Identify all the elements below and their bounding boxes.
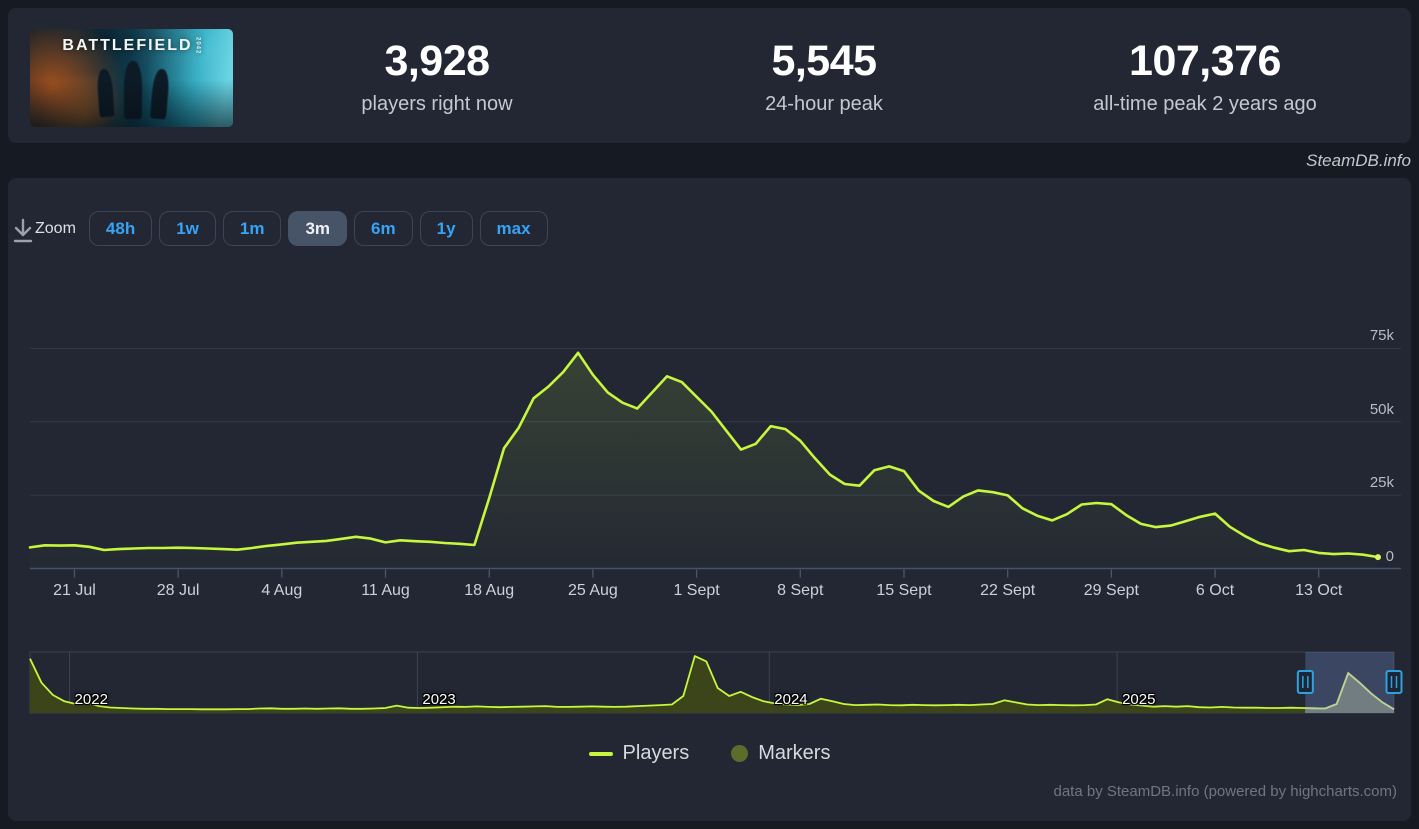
x-axis-label: 18 Aug [464, 582, 515, 599]
player-count-chart [28, 308, 1403, 714]
stat-label: players right now [361, 93, 513, 116]
game-logo-year: 2042 [194, 37, 201, 55]
stat-alltime-peak: 107,376 all-time peak 2 years ago [1025, 37, 1385, 116]
soldier-silhouette [124, 61, 142, 119]
stat-value: 107,376 [1129, 37, 1281, 85]
x-axis-label: 13 Oct [1295, 582, 1343, 599]
zoom-button-1w[interactable]: 1w [159, 211, 216, 246]
soldier-silhouette [149, 68, 171, 120]
x-axis-label: 11 Aug [361, 582, 410, 599]
zoom-toolbar: Zoom 48h 1w 1m 3m 6m 1y max [35, 211, 548, 246]
x-axis-label: 22 Sept [980, 582, 1036, 599]
x-axis-label: 21 Jul [53, 582, 96, 599]
navigator-year-label: 2022 [74, 691, 108, 708]
legend-label: Markers [758, 742, 831, 764]
stat-label: all-time peak 2 years ago [1093, 93, 1317, 116]
zoom-label: Zoom [35, 219, 76, 237]
legend-item-players[interactable]: Players [588, 742, 690, 765]
zoom-button-max[interactable]: max [479, 211, 548, 246]
game-logo: BATTLEFIELD 2042 [62, 37, 201, 55]
legend-item-markers[interactable]: Markers [731, 742, 830, 765]
chart-legend: Players Markers [8, 742, 1411, 765]
chart-card: Zoom 48h 1w 1m 3m 6m 1y max 21 Jul 28 Jul 4 Aug 1… [8, 178, 1411, 821]
x-axis-label: 4 Aug [261, 582, 303, 599]
zoom-buttons: 48h 1w 1m 3m 6m 1y max [88, 211, 548, 246]
navigator-year-label: 2024 [774, 691, 808, 708]
x-axis-label: 1 Sept [673, 582, 720, 599]
header-card: BATTLEFIELD 2042 3,928 players right now … [8, 8, 1411, 143]
zoom-button-6m[interactable]: 6m [354, 211, 413, 246]
y-axis-label: 0 [1385, 547, 1394, 565]
zoom-button-48h[interactable]: 48h [88, 211, 153, 246]
plot-area[interactable] [30, 308, 1394, 569]
steamdb-watermark: SteamDB.info [1306, 151, 1411, 170]
stat-current-players: 3,928 players right now [277, 37, 597, 116]
x-axis-label: 28 Jul [156, 582, 200, 599]
legend-label: Players [622, 742, 690, 764]
x-axis-label: 8 Sept [777, 582, 824, 599]
game-capsule-image: BATTLEFIELD 2042 [30, 29, 233, 127]
download-icon[interactable] [8, 216, 38, 248]
zoom-button-3m[interactable]: 3m [288, 211, 348, 246]
navigator-handle-left[interactable] [1296, 670, 1314, 694]
zoom-button-1m[interactable]: 1m [222, 211, 282, 246]
stat-24h-peak: 5,545 24-hour peak [664, 37, 984, 116]
stat-label: 24-hour peak [765, 93, 883, 116]
soldier-silhouette [96, 68, 115, 118]
navigator-handle-right[interactable] [1385, 670, 1403, 694]
players-series-line [28, 351, 1380, 559]
credit-text: data by SteamDB.info (powered by highcha… [1053, 783, 1398, 800]
navigator-series[interactable] [29, 655, 1395, 711]
y-axis-label: 25k [1369, 474, 1394, 492]
x-axis-label: 25 Aug [567, 582, 618, 599]
x-axis-label: 6 Oct [1195, 582, 1235, 599]
navigator-year-label: 2023 [422, 691, 456, 708]
navigator-year-label: 2025 [1122, 691, 1156, 708]
y-axis-label: 75k [1369, 327, 1394, 345]
zoom-button-1y[interactable]: 1y [419, 211, 473, 246]
legend-players-swatch [588, 751, 613, 756]
legend-markers-swatch [731, 745, 749, 762]
x-axis-label: 29 Sept [1083, 582, 1139, 599]
x-axis-label: 15 Sept [876, 582, 932, 599]
y-axis-label: 50k [1369, 400, 1394, 418]
stat-value: 3,928 [384, 37, 490, 85]
stat-value: 5,545 [771, 37, 877, 85]
